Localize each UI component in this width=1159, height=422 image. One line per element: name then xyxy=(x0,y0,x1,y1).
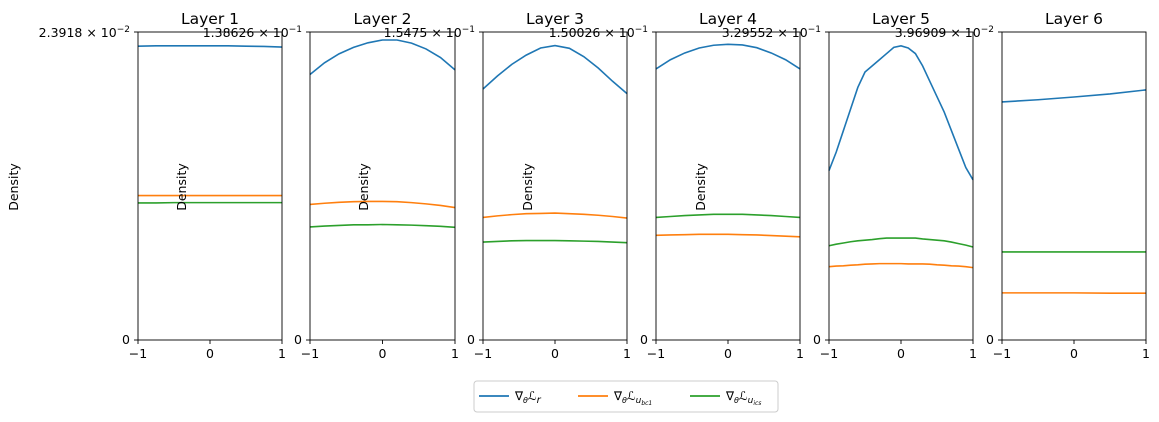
y-max-label: 2.3918 × 10−2 xyxy=(39,25,130,40)
series-line-1 xyxy=(309,39,456,76)
series-line-1 xyxy=(828,45,974,181)
x-tick-label: 0 xyxy=(724,346,732,361)
x-tick-label: 0 xyxy=(1070,346,1078,361)
x-tick-label: 1 xyxy=(796,346,804,361)
legend: ∇θℒr ∇θℒubc1 ∇θℒuics xyxy=(473,380,779,413)
series-line-3 xyxy=(828,237,974,248)
panel-title: Layer 5 xyxy=(872,10,930,28)
x-tick-label: −1 xyxy=(129,346,147,361)
legend-label-2: ∇θℒubc1 xyxy=(613,389,652,407)
x-tick-label: 1 xyxy=(278,346,286,361)
series-line-3 xyxy=(309,223,456,229)
series-line-1 xyxy=(1001,89,1147,103)
series-line-1 xyxy=(137,45,283,48)
y-max-label: 1.5475 × 10−1 xyxy=(384,25,475,40)
x-tick-label: 1 xyxy=(1142,346,1150,361)
x-tick-label: 1 xyxy=(623,346,631,361)
y-axis-label: Density xyxy=(520,163,535,211)
series-line-1 xyxy=(655,43,801,70)
x-tick-label: 0 xyxy=(379,346,387,361)
y-axis-label: Density xyxy=(356,163,371,211)
panel-title: Layer 2 xyxy=(353,10,411,28)
x-tick-label: 1 xyxy=(969,346,977,361)
panel-title: Layer 4 xyxy=(699,10,757,28)
axes-frame xyxy=(309,31,456,341)
y-max-label: 3.29552 × 10−1 xyxy=(722,25,821,40)
axes-frame xyxy=(482,31,628,341)
series-line-2 xyxy=(655,233,801,238)
legend-label-1: ∇θℒr xyxy=(514,389,542,406)
x-tick-label: 0 xyxy=(551,346,559,361)
x-tick-label: 0 xyxy=(897,346,905,361)
x-tick-label: −1 xyxy=(474,346,492,361)
y-tick-label: 0 xyxy=(467,332,475,347)
y-max-label: 3.96909 × 10−2 xyxy=(895,25,994,40)
y-tick-label: 0 xyxy=(986,332,994,347)
x-tick-label: −1 xyxy=(993,346,1011,361)
series-line-2 xyxy=(828,262,974,269)
axes-frame xyxy=(655,31,801,341)
series-line-1 xyxy=(482,44,628,95)
axes-frame xyxy=(137,31,283,341)
series-line-3 xyxy=(655,213,801,219)
y-axis-label: Density xyxy=(6,163,21,211)
panel-title: Layer 6 xyxy=(1045,10,1103,28)
panel-6: Layer 6−1 0 103.96909 × 10−2 xyxy=(895,10,1150,361)
y-tick-label: 0 xyxy=(294,332,302,347)
series-line-2 xyxy=(309,200,456,209)
y-max-label: 1.50026 × 10−1 xyxy=(549,25,648,40)
y-tick-label: 0 xyxy=(122,332,130,347)
x-tick-label: −1 xyxy=(647,346,665,361)
x-tick-label: 1 xyxy=(451,346,459,361)
y-tick-label: 0 xyxy=(813,332,821,347)
y-tick-label: 0 xyxy=(640,332,648,347)
legend-label-3: ∇θℒuics xyxy=(725,389,761,407)
y-axis-label: Density xyxy=(174,163,189,211)
x-tick-label: −1 xyxy=(820,346,838,361)
legend-box xyxy=(473,380,779,413)
y-max-label: 1.38626 × 10−1 xyxy=(203,25,302,40)
series-line-2 xyxy=(482,212,628,219)
x-tick-label: 0 xyxy=(206,346,214,361)
panel-title: Layer 3 xyxy=(526,10,584,28)
y-axis-label: Density xyxy=(693,163,708,211)
panel-title: Layer 1 xyxy=(181,10,239,28)
axes-frame xyxy=(828,31,974,341)
series-line-3 xyxy=(482,239,628,244)
x-tick-label: −1 xyxy=(301,346,319,361)
